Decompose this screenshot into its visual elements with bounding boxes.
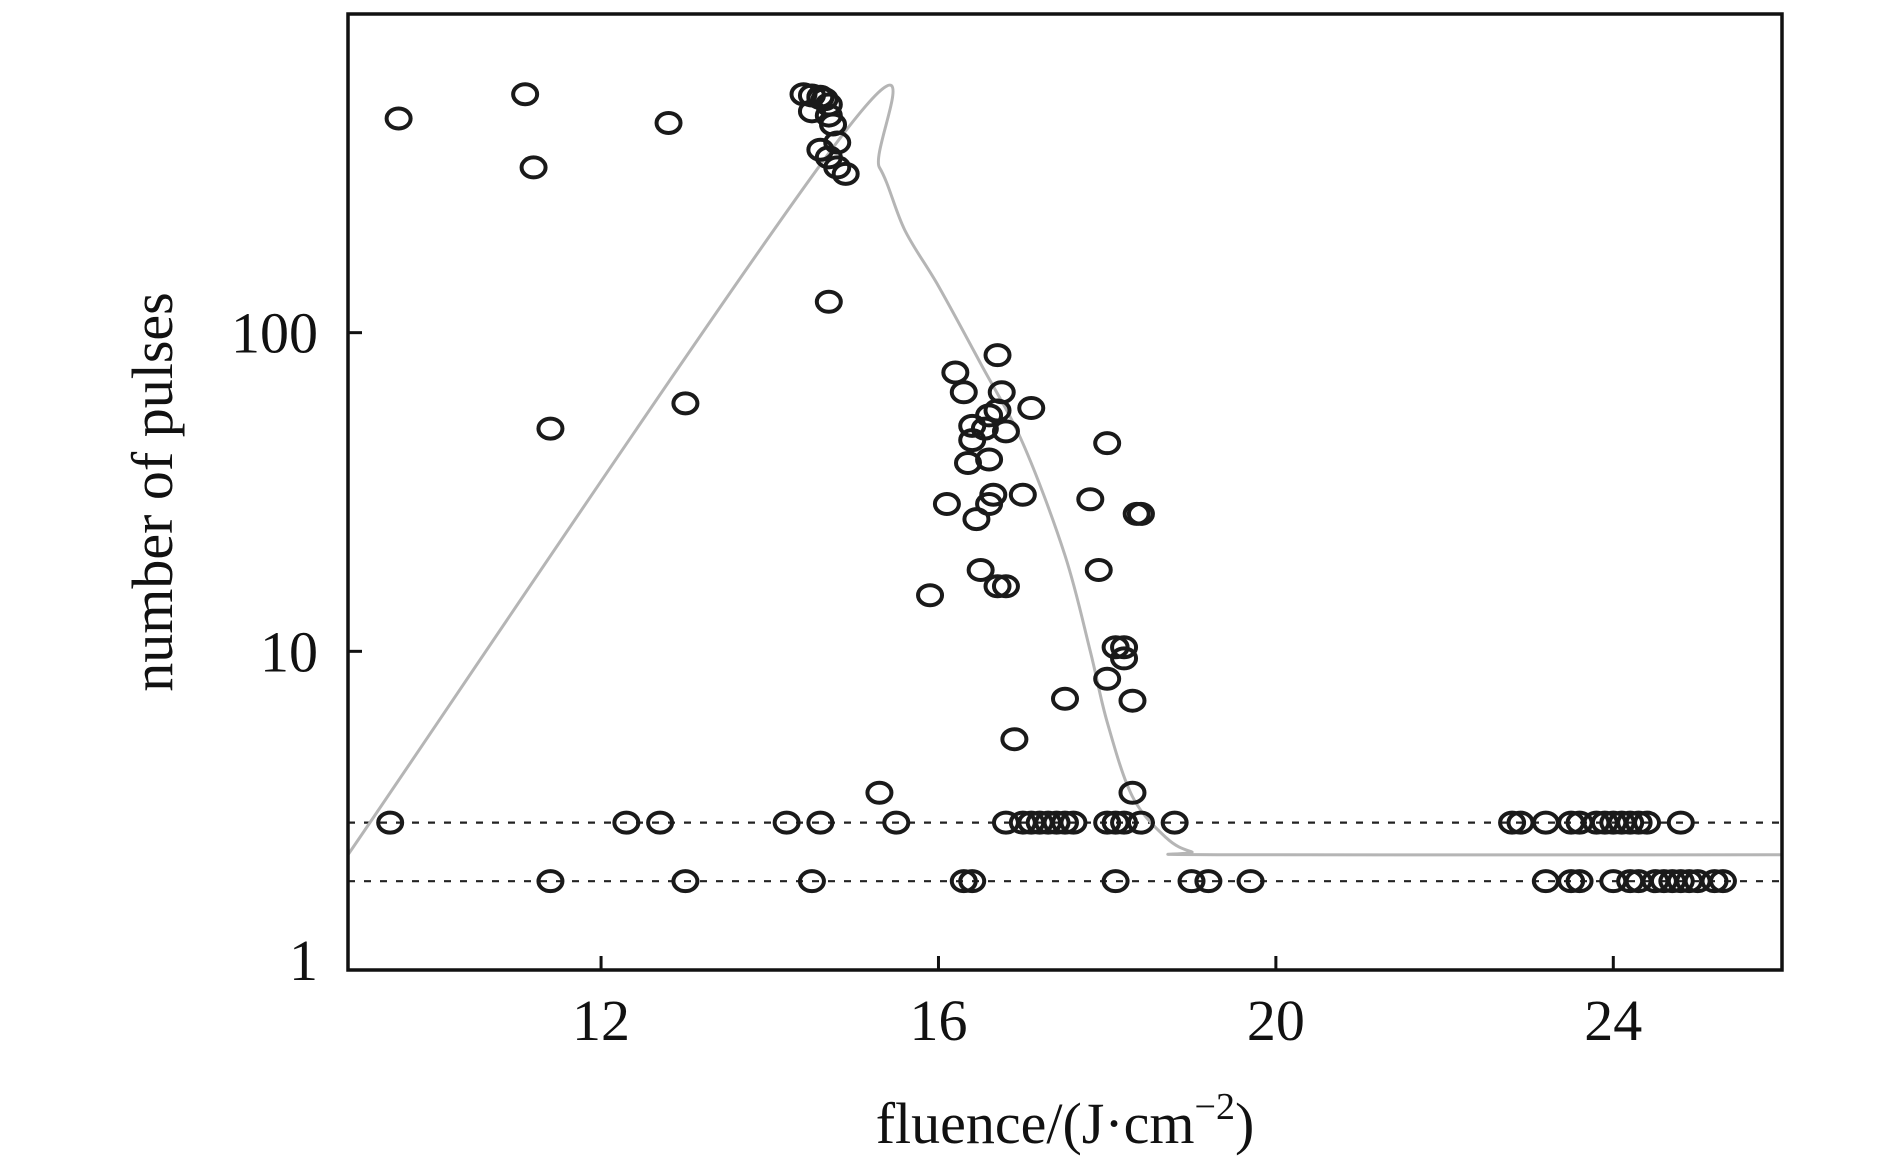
data-point: [612, 810, 641, 835]
plot-frame: [346, 12, 1784, 972]
data-point: [983, 574, 1012, 599]
data-point: [1557, 869, 1586, 894]
data-point: [1708, 869, 1737, 894]
y-axis-title: number of pulses: [120, 292, 185, 692]
data-point: [1008, 482, 1037, 507]
data-point: [654, 110, 683, 135]
data-point: [949, 869, 978, 894]
data-point: [966, 557, 995, 582]
data-point: [916, 583, 945, 608]
data-point: [1118, 780, 1147, 805]
data-point: [376, 810, 405, 835]
data-point: [1042, 810, 1071, 835]
data-point: [941, 360, 970, 385]
data-point: [1076, 487, 1105, 512]
data-point: [1110, 646, 1139, 671]
data-point: [970, 416, 999, 441]
data-point: [671, 869, 700, 894]
data-point: [975, 447, 1004, 472]
x-tick-label: 12: [572, 988, 630, 1053]
data-point: [1110, 635, 1139, 660]
data-point: [671, 391, 700, 416]
x-tick-label: 16: [909, 988, 967, 1053]
data-point: [1498, 810, 1527, 835]
data-point: [814, 289, 843, 314]
data-point: [1000, 727, 1029, 752]
x-axis-ticks: 12 16 20 24: [572, 956, 1642, 1053]
data-point: [983, 398, 1012, 423]
data-point: [1126, 810, 1155, 835]
data-point: [1616, 810, 1645, 835]
data-point: [949, 380, 978, 405]
data-point: [511, 82, 540, 107]
data-point: [797, 869, 826, 894]
data-point: [1017, 396, 1046, 421]
fit-curve: [348, 83, 1782, 857]
x-axis-title: fluence/(J·cm−2): [876, 1086, 1255, 1156]
data-point: [865, 780, 894, 805]
data-point: [1633, 810, 1662, 835]
data-point: [1051, 810, 1079, 835]
data-point: [979, 482, 1008, 507]
data-point: [1059, 810, 1088, 835]
data-point: [536, 416, 565, 441]
y-tick-label: 10: [260, 619, 318, 684]
data-point: [882, 810, 911, 835]
data-point: [991, 419, 1020, 444]
data-point: [1093, 431, 1122, 456]
data-point: [646, 810, 675, 835]
data-point: [1666, 810, 1695, 835]
data-point: [1177, 869, 1206, 894]
data-point: [1118, 688, 1147, 713]
data-point: [806, 810, 835, 835]
data-point: [797, 99, 826, 124]
data-point: [384, 106, 413, 131]
data-point: [1700, 869, 1729, 894]
data-point: [772, 810, 801, 835]
data-point: [1051, 686, 1079, 711]
data-point: [983, 343, 1012, 368]
data-point: [991, 574, 1020, 599]
data-point: [536, 869, 565, 894]
data-point: [1624, 810, 1653, 835]
data-point: [519, 155, 548, 180]
y-tick-label: 1: [289, 928, 318, 993]
data-point: [1110, 810, 1139, 835]
fit-curve-group: [348, 83, 1782, 857]
data-point: [1194, 869, 1223, 894]
y-axis-ticks: 1 10 100: [231, 301, 362, 993]
data-point: [1084, 557, 1113, 582]
data-point: [1093, 666, 1122, 691]
data-point: [831, 161, 860, 186]
data-point: [1236, 869, 1265, 894]
x-tick-label: 20: [1247, 988, 1305, 1053]
data-point: [1101, 869, 1130, 894]
data-point: [1093, 810, 1122, 835]
data-point: [1160, 810, 1189, 835]
data-points: [376, 82, 1737, 894]
data-point: [1666, 869, 1695, 894]
data-point: [1126, 501, 1155, 526]
data-point: [1565, 869, 1594, 894]
data-point: [823, 155, 852, 180]
data-point: [932, 491, 961, 516]
data-point: [958, 869, 987, 894]
y-tick-label: 100: [231, 301, 318, 366]
x-tick-label: 24: [1584, 988, 1642, 1053]
